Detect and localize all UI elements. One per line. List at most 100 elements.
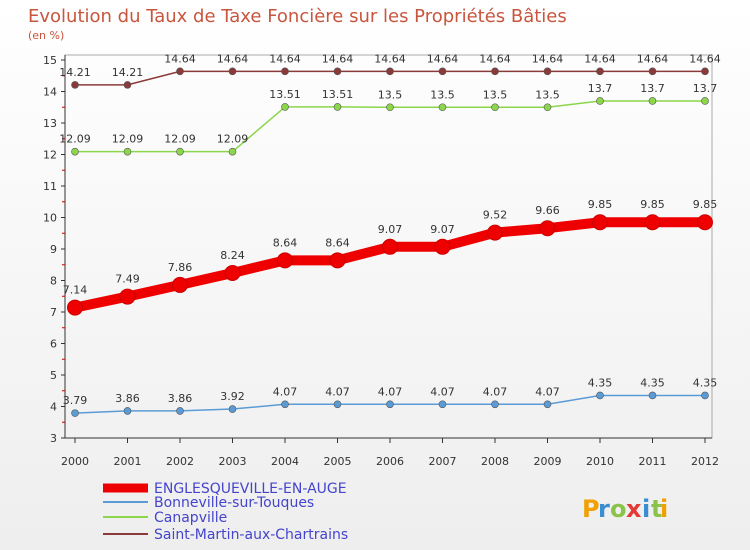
data-point bbox=[701, 97, 709, 105]
data-label: 4.07 bbox=[378, 385, 403, 398]
y-tick-label: 14 bbox=[43, 86, 57, 99]
data-point bbox=[596, 97, 604, 105]
data-label: 12.09 bbox=[112, 133, 144, 146]
data-point bbox=[277, 252, 293, 269]
data-point bbox=[281, 67, 289, 76]
y-tick-label: 3 bbox=[50, 432, 57, 445]
x-tick-label: 2004 bbox=[271, 455, 299, 468]
data-label: 14.64 bbox=[637, 52, 669, 65]
logo-letter: P bbox=[582, 495, 600, 523]
data-label: 13.7 bbox=[693, 82, 718, 95]
legend-label: Saint-Martin-aux-Chartrains bbox=[154, 527, 348, 543]
data-label: 9.07 bbox=[378, 223, 403, 236]
data-label: 9.07 bbox=[430, 223, 455, 236]
x-tick-label: 2005 bbox=[324, 455, 352, 468]
data-point bbox=[123, 147, 132, 156]
data-point bbox=[281, 400, 289, 409]
data-point bbox=[543, 67, 552, 76]
data-point bbox=[176, 407, 184, 415]
y-tick-label: 4 bbox=[50, 401, 57, 414]
data-point bbox=[176, 67, 184, 76]
data-point bbox=[434, 238, 451, 255]
chart-title: Evolution du Taux de Taxe Foncière sur l… bbox=[28, 6, 567, 27]
data-label: 13.5 bbox=[430, 88, 455, 101]
data-point bbox=[333, 103, 342, 111]
logo-letter: i bbox=[642, 495, 650, 523]
data-label: 12.09 bbox=[164, 133, 196, 146]
data-point bbox=[491, 400, 499, 409]
y-tick-label: 15 bbox=[43, 54, 57, 67]
x-tick-label: 2002 bbox=[166, 455, 194, 468]
data-point bbox=[119, 288, 136, 305]
data-label: 13.5 bbox=[378, 88, 403, 101]
data-point bbox=[123, 81, 132, 89]
data-label: 12.09 bbox=[217, 133, 249, 146]
series-3: 14.21 14.21 14.64 14.64 14.64 14.64 14.64 14.64… bbox=[59, 52, 721, 89]
data-label: 4.07 bbox=[483, 385, 508, 398]
data-point bbox=[228, 405, 237, 413]
data-label: 3.92 bbox=[220, 390, 245, 403]
data-label: 9.85 bbox=[640, 198, 665, 211]
x-tick-label: 2012 bbox=[691, 455, 719, 468]
series-0: 7.14 7.49 7.86 8.24 8.64 8.64 9.07 9.07 9.52 9.66… bbox=[63, 198, 718, 316]
data-point bbox=[491, 103, 499, 112]
legend-label: Bonneville-sur-Touques bbox=[154, 495, 314, 511]
y-tick-label: 12 bbox=[43, 149, 57, 162]
data-point bbox=[648, 391, 657, 400]
data-point bbox=[67, 299, 83, 316]
data-label: 13.5 bbox=[535, 88, 560, 101]
data-point bbox=[71, 409, 79, 417]
data-label: 9.85 bbox=[693, 198, 718, 211]
data-label: 4.07 bbox=[325, 385, 350, 398]
data-label: 4.35 bbox=[588, 376, 613, 389]
series-2: 12.09 12.09 12.09 12.09 13.51 13.51 13.5 13.5 13… bbox=[59, 82, 718, 156]
data-point bbox=[329, 252, 346, 269]
y-tick-label: 9 bbox=[50, 243, 57, 256]
data-label: 4.07 bbox=[273, 385, 298, 398]
x-tick-label: 2007 bbox=[429, 455, 457, 468]
axes: 3 4 5 6 7 8 9 10 11 12 13 14 15 2000 2001 2002 2003 2004 2… bbox=[43, 54, 719, 468]
y-tick-label: 10 bbox=[43, 212, 57, 225]
data-point bbox=[386, 67, 394, 76]
x-tick-label: 2009 bbox=[534, 455, 562, 468]
data-label: 8.64 bbox=[325, 236, 350, 249]
data-point bbox=[644, 214, 661, 231]
data-label: 8.24 bbox=[220, 249, 245, 262]
data-label: 13.7 bbox=[588, 82, 613, 95]
data-point bbox=[281, 103, 289, 111]
y-tick-label: 11 bbox=[43, 180, 57, 193]
data-point bbox=[71, 147, 79, 156]
data-label: 9.52 bbox=[483, 209, 508, 222]
y-axis-label: (en %) bbox=[28, 29, 64, 42]
logo-letter: x bbox=[626, 495, 642, 523]
data-point bbox=[123, 407, 132, 415]
data-label: 14.64 bbox=[322, 52, 354, 65]
data-label: 14.21 bbox=[112, 66, 144, 79]
logo-letter: i bbox=[660, 495, 668, 523]
data-label: 3.86 bbox=[168, 392, 193, 405]
data-point bbox=[487, 224, 503, 241]
data-label: 4.07 bbox=[535, 385, 560, 398]
data-label: 4.35 bbox=[693, 376, 718, 389]
data-label: 13.51 bbox=[322, 88, 354, 101]
y-tick-label: 8 bbox=[50, 275, 57, 288]
data-label: 9.85 bbox=[588, 198, 613, 211]
data-point bbox=[438, 400, 447, 409]
proxiti-logo: Pr o x i ti bbox=[582, 495, 668, 523]
data-label: 14.64 bbox=[584, 52, 616, 65]
data-label: 3.79 bbox=[63, 394, 88, 407]
legend-label: ENGLESQUEVILLE-EN-AUGE bbox=[154, 481, 347, 497]
series-1: 3.79 3.86 3.86 3.92 4.07 4.07 4.07 4.07 4.07 4.07… bbox=[63, 376, 718, 417]
data-point bbox=[386, 400, 394, 409]
x-tick-label: 2008 bbox=[481, 455, 509, 468]
x-tick-label: 2006 bbox=[376, 455, 404, 468]
data-point bbox=[592, 214, 608, 231]
x-tick-label: 2010 bbox=[586, 455, 614, 468]
data-label: 14.64 bbox=[532, 52, 564, 65]
data-label: 13.5 bbox=[483, 88, 508, 101]
data-label: 3.86 bbox=[115, 392, 140, 405]
data-point bbox=[697, 214, 713, 231]
logo-letter: r bbox=[598, 495, 610, 523]
